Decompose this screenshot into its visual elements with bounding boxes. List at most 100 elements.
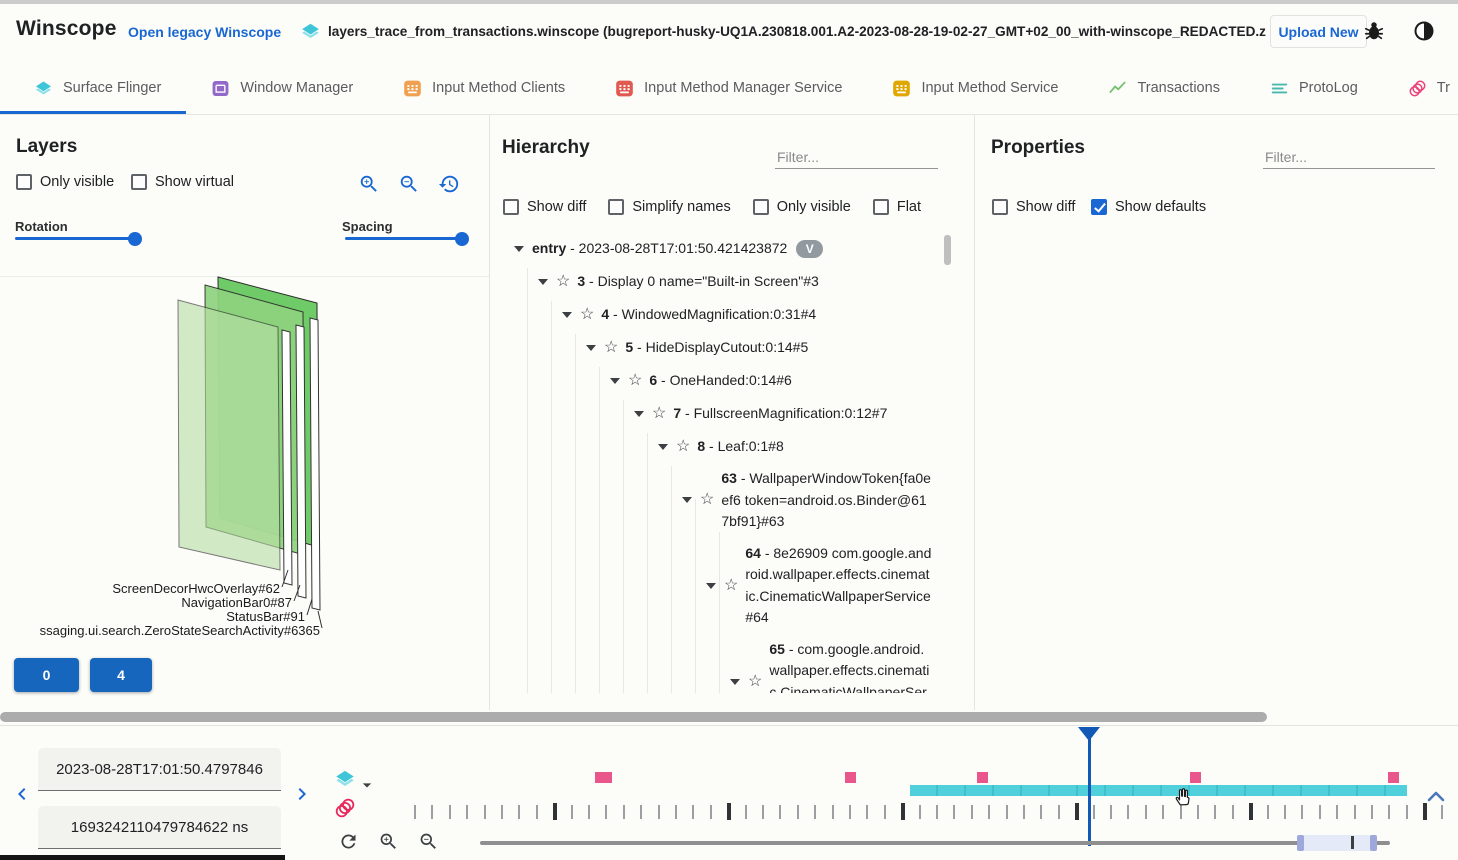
collapse-arrow-icon[interactable]	[730, 678, 740, 685]
properties-show-diff-checkbox[interactable]	[992, 199, 1008, 215]
collapse-arrow-icon[interactable]	[514, 245, 524, 252]
next-entry-chevron-icon[interactable]	[290, 782, 314, 806]
pin-star-icon[interactable]: ☆	[700, 491, 715, 509]
tree-node[interactable]: ☆ 65 - com.google.android.wallpaper.effec…	[500, 634, 932, 693]
transition-marker[interactable]	[845, 772, 856, 783]
transition-marker[interactable]	[1190, 772, 1201, 783]
tab-input-method-clients[interactable]: Input Method Clients	[378, 62, 590, 114]
layer-label[interactable]: StatusBar#91	[226, 609, 305, 624]
collapse-timeline-chevron-icon[interactable]	[1424, 785, 1448, 809]
open-legacy-winscope-link[interactable]: Open legacy Winscope	[128, 24, 282, 40]
layers-reset-view-icon[interactable]	[438, 173, 460, 195]
tree-node[interactable]: ☆ 4 - WindowedMagnification:0:31#4	[500, 298, 932, 331]
timestamp-ns-input[interactable]	[38, 818, 281, 836]
spacing-slider-thumb[interactable]	[455, 231, 469, 246]
layers-zoom-out-icon[interactable]	[398, 173, 420, 195]
hierarchy-option-simplify-names[interactable]: Simplify names	[608, 199, 731, 215]
layer-label[interactable]: NavigationBar0#87	[181, 595, 292, 610]
properties-show-defaults-row[interactable]: Show defaults	[1091, 199, 1206, 215]
properties-filter-input[interactable]	[1263, 146, 1435, 169]
pinned-layer-button[interactable]: 0	[14, 658, 79, 692]
timeline-transitions-trace-icon[interactable]	[334, 797, 356, 819]
timeline-zoom-in-icon[interactable]	[378, 831, 399, 852]
tree-node[interactable]: ☆ 64 - 8e26909 com.google.android.wallpap…	[500, 538, 932, 634]
collapse-arrow-icon[interactable]	[562, 311, 572, 318]
only-visible-checkbox-row[interactable]: Only visible	[16, 174, 114, 190]
properties-show-diff-row[interactable]: Show diff	[992, 199, 1075, 215]
layer-label[interactable]: ssaging.ui.search.ZeroStateSearchActivit…	[39, 623, 320, 638]
checkbox[interactable]	[503, 199, 519, 215]
only-visible-checkbox[interactable]	[16, 174, 32, 190]
tab-protolog[interactable]: ProtoLog	[1245, 62, 1383, 114]
tab-transactions[interactable]: Transactions	[1083, 62, 1244, 114]
tree-node[interactable]: ☆ 8 - Leaf:0:1#8	[500, 430, 932, 463]
layer-label[interactable]: ScreenDecorHwcOverlay#62	[112, 581, 280, 596]
tab-surface-flinger[interactable]: Surface Flinger	[0, 62, 187, 114]
show-virtual-checkbox-row[interactable]: Show virtual	[131, 174, 234, 190]
pin-star-icon[interactable]: ☆	[724, 576, 739, 594]
tree-node[interactable]: ☆ 63 - WallpaperWindowToken{fa0eef6 token…	[500, 463, 932, 538]
pin-star-icon[interactable]: ☆	[748, 672, 763, 690]
timeline-zoom-selection[interactable]	[1297, 835, 1377, 851]
transition-marker[interactable]	[1388, 772, 1399, 783]
timeline-cursor-line[interactable]	[1088, 727, 1091, 846]
tree-node[interactable]: ☆ 7 - FullscreenMagnification:0:12#7	[500, 397, 932, 430]
checkbox[interactable]	[752, 199, 769, 215]
hierarchy-option-flat[interactable]: Flat	[872, 199, 921, 215]
rotation-slider-thumb[interactable]	[128, 231, 142, 246]
checkbox[interactable]	[608, 199, 625, 215]
hierarchy-option-show-diff[interactable]: Show diff	[503, 199, 586, 215]
pinned-layer-button[interactable]: 4	[90, 658, 152, 692]
tab-window-manager[interactable]: Window Manager	[186, 62, 378, 114]
timeline-zoom-out-icon[interactable]	[418, 831, 439, 852]
timeline-cursor-head[interactable]	[1078, 727, 1100, 741]
tree-node[interactable]: ☆ 6 - OneHanded:0:14#6	[500, 364, 932, 397]
report-bug-icon[interactable]	[1363, 20, 1385, 42]
pin-star-icon[interactable]: ☆	[604, 338, 619, 356]
timeline-layers-trace-icon[interactable]	[334, 768, 356, 790]
tab-input-method-service[interactable]: Input Method Service	[867, 62, 1083, 114]
layers-zoom-in-icon[interactable]	[358, 173, 380, 195]
rotation-slider[interactable]	[15, 231, 142, 246]
timestamp-ns-field[interactable]	[38, 806, 281, 849]
tree-node[interactable]: ☆ 5 - HideDisplayCutout:0:14#5	[500, 331, 932, 364]
checkbox[interactable]	[872, 199, 889, 215]
timestamp-human-input[interactable]	[38, 760, 281, 778]
pin-star-icon[interactable]: ☆	[652, 404, 667, 422]
horizontal-scrollbar[interactable]	[0, 712, 1267, 722]
collapse-arrow-icon[interactable]	[634, 410, 644, 417]
collapse-arrow-icon[interactable]	[538, 278, 548, 285]
prev-entry-chevron-icon[interactable]	[10, 782, 34, 806]
transition-marker[interactable]	[977, 772, 988, 783]
collapse-arrow-icon[interactable]	[706, 582, 716, 589]
dark-mode-toggle-icon[interactable]	[1412, 19, 1436, 43]
collapse-arrow-icon[interactable]	[658, 443, 668, 450]
trace-select-caret-icon[interactable]	[357, 775, 377, 795]
layers-trace-coverage-bar[interactable]	[910, 785, 1407, 796]
properties-show-defaults-checkbox[interactable]	[1091, 199, 1107, 215]
collapse-arrow-icon[interactable]	[682, 497, 692, 504]
pin-star-icon[interactable]: ☆	[580, 305, 595, 323]
upload-new-button[interactable]: Upload New	[1270, 15, 1367, 48]
collapse-arrow-icon[interactable]	[586, 344, 596, 351]
collapse-arrow-icon[interactable]	[610, 377, 620, 384]
pin-star-icon[interactable]: ☆	[556, 272, 571, 290]
transition-marker[interactable]	[595, 772, 612, 783]
tree-node[interactable]: ☆ 3 - Display 0 name="Built-in Screen"#3	[500, 265, 932, 298]
zoom-selection-right-handle[interactable]	[1370, 835, 1377, 851]
hierarchy-filter-input[interactable]	[775, 146, 938, 169]
layers-3d-view[interactable]	[0, 276, 489, 648]
tree-node[interactable]: entry - 2023-08-28T17:01:50.421423872 V	[500, 232, 932, 265]
timeline-refresh-icon[interactable]	[338, 831, 359, 852]
hierarchy-scrollbar[interactable]	[944, 235, 951, 265]
tab-tr[interactable]: Tr	[1383, 62, 1458, 114]
spacing-slider[interactable]	[345, 231, 469, 246]
show-virtual-checkbox[interactable]	[131, 174, 147, 190]
zoom-selection-left-handle[interactable]	[1297, 835, 1304, 851]
pin-star-icon[interactable]: ☆	[676, 437, 691, 455]
tab-input-method-manager-service[interactable]: Input Method Manager Service	[590, 62, 867, 114]
pin-star-icon[interactable]: ☆	[628, 371, 643, 389]
hierarchy-option-only-visible[interactable]: Only visible	[752, 199, 851, 215]
timestamp-human-field[interactable]	[38, 748, 281, 791]
timeline-zoom-track[interactable]	[480, 841, 1390, 845]
